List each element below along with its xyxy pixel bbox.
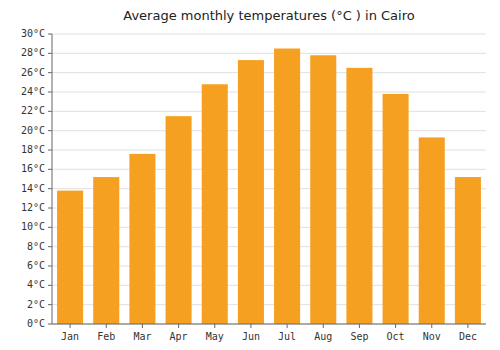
bar bbox=[57, 191, 83, 324]
y-tick bbox=[48, 92, 52, 93]
y-tick-label: 12°C bbox=[21, 202, 45, 213]
bar bbox=[310, 55, 336, 324]
y-tick bbox=[48, 130, 52, 131]
chart-title: Average monthly temperatures (°C ) in Ca… bbox=[123, 8, 414, 23]
y-tick bbox=[48, 111, 52, 112]
grid-line bbox=[52, 324, 486, 325]
x-tick bbox=[178, 324, 179, 328]
x-tick-label: Nov bbox=[423, 331, 441, 342]
x-tick bbox=[431, 324, 432, 328]
y-tick bbox=[48, 227, 52, 228]
y-tick bbox=[48, 304, 52, 305]
x-tick bbox=[106, 324, 107, 328]
grid-line bbox=[52, 111, 486, 112]
bar bbox=[274, 49, 300, 325]
y-tick bbox=[48, 72, 52, 73]
x-tick-label: Aug bbox=[314, 331, 332, 342]
x-tick bbox=[395, 324, 396, 328]
bars bbox=[57, 49, 481, 325]
y-tick bbox=[48, 266, 52, 267]
y-tick bbox=[48, 150, 52, 151]
grid-line bbox=[52, 53, 486, 54]
y-axis-line bbox=[52, 34, 53, 324]
y-tick bbox=[48, 188, 52, 189]
bar bbox=[419, 137, 445, 324]
x-tick bbox=[214, 324, 215, 328]
x-tick-label: May bbox=[206, 331, 224, 342]
y-tick bbox=[48, 53, 52, 54]
x-axis-line bbox=[52, 324, 486, 325]
y-tick-label: 22°C bbox=[21, 105, 45, 116]
bar bbox=[346, 68, 372, 324]
bar bbox=[93, 177, 119, 324]
y-tick-label: 16°C bbox=[21, 163, 45, 174]
y-tick bbox=[48, 246, 52, 247]
y-tick bbox=[48, 324, 52, 325]
grid-line bbox=[52, 130, 486, 131]
y-axis: 0°C 2°C 4°C 6°C 8°C 10°C 12°C 14°C 16°C 18°C 20°C 2… bbox=[21, 28, 52, 329]
y-tick-label: 6°C bbox=[27, 260, 45, 271]
x-tick-label: Apr bbox=[170, 331, 188, 342]
grid-line bbox=[52, 72, 486, 73]
y-tick-label: 14°C bbox=[21, 183, 45, 194]
x-tick-label: Jul bbox=[278, 331, 296, 342]
x-tick bbox=[359, 324, 360, 328]
x-tick bbox=[467, 324, 468, 328]
x-axis: Jan Feb Mar Apr May Jun Jul Aug Sep Oct Nov Dec bbox=[52, 324, 486, 342]
x-tick-label: Mar bbox=[133, 331, 151, 342]
bar bbox=[202, 84, 228, 324]
x-tick bbox=[323, 324, 324, 328]
x-tick-label: Oct bbox=[387, 331, 405, 342]
y-grid bbox=[52, 34, 486, 324]
chart-svg: 0°C 2°C 4°C 6°C 8°C 10°C 12°C 14°C 16°C 18°C 20°C 2… bbox=[0, 0, 500, 350]
y-tick-label: 28°C bbox=[21, 47, 45, 58]
chart-container: 0°C 2°C 4°C 6°C 8°C 10°C 12°C 14°C 16°C 18°C 20°C 2… bbox=[0, 0, 500, 350]
x-tick bbox=[250, 324, 251, 328]
y-tick bbox=[48, 208, 52, 209]
grid-line bbox=[52, 92, 486, 93]
x-tick-label: Sep bbox=[350, 331, 368, 342]
y-tick-label: 24°C bbox=[21, 86, 45, 97]
y-tick-label: 10°C bbox=[21, 221, 45, 232]
y-tick-label: 2°C bbox=[27, 299, 45, 310]
bar bbox=[238, 60, 264, 324]
x-tick bbox=[70, 324, 71, 328]
x-tick bbox=[142, 324, 143, 328]
y-tick-label: 8°C bbox=[27, 241, 45, 252]
y-tick bbox=[48, 169, 52, 170]
bar bbox=[129, 154, 155, 324]
y-tick bbox=[48, 285, 52, 286]
y-tick-label: 26°C bbox=[21, 67, 45, 78]
y-tick-label: 20°C bbox=[21, 125, 45, 136]
bar bbox=[455, 177, 481, 324]
x-tick bbox=[287, 324, 288, 328]
y-tick-label: 0°C bbox=[27, 318, 45, 329]
grid-line bbox=[52, 34, 486, 35]
y-tick bbox=[48, 34, 52, 35]
y-tick-label: 30°C bbox=[21, 28, 45, 39]
y-tick-label: 18°C bbox=[21, 144, 45, 155]
bar bbox=[166, 116, 192, 324]
x-tick-label: Jun bbox=[242, 331, 260, 342]
x-tick-label: Feb bbox=[97, 331, 115, 342]
y-tick-label: 4°C bbox=[27, 279, 45, 290]
x-tick-label: Jan bbox=[61, 331, 79, 342]
x-tick-label: Dec bbox=[459, 331, 477, 342]
bar bbox=[383, 94, 409, 324]
